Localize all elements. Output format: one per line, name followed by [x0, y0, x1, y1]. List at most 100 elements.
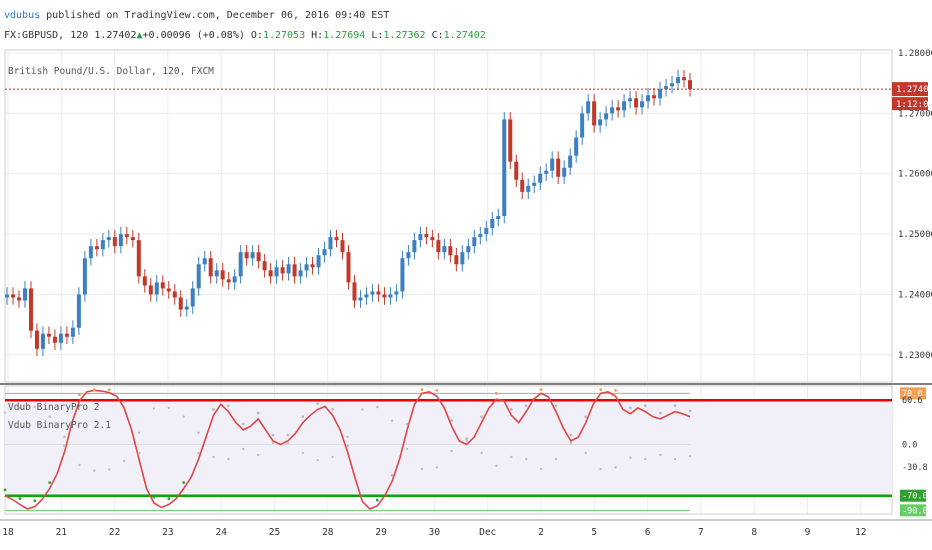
osc-pane-subtitle: Vdub BinaryPro 2.1 — [8, 420, 111, 431]
last-price-label: 1.27402 — [896, 85, 932, 95]
osc-dot — [584, 415, 588, 419]
y-tick-label: 1.28000 — [898, 49, 932, 59]
osc-dot — [599, 388, 603, 392]
candle-body — [238, 252, 243, 277]
osc-dot — [33, 499, 37, 503]
osc-dot — [122, 400, 126, 404]
candle-body — [358, 297, 363, 301]
osc-dot — [78, 393, 81, 397]
candle-body — [292, 264, 297, 277]
osc-dot — [360, 494, 364, 498]
y-tick-label: 1.24000 — [898, 290, 932, 300]
candle-body — [430, 237, 435, 241]
osc-dot — [495, 391, 498, 395]
candle-body — [514, 161, 519, 180]
osc-dot — [167, 497, 171, 501]
candle-body — [16, 297, 21, 301]
candle-body — [580, 113, 585, 138]
candle-body — [598, 119, 603, 126]
candle-body — [352, 282, 357, 301]
osc-dot-gray — [614, 466, 617, 469]
candle-body — [208, 258, 213, 277]
candle-body — [262, 261, 267, 271]
candle-body — [244, 252, 249, 259]
osc-dot — [92, 388, 96, 392]
high-label: H: — [311, 30, 324, 41]
candle-body — [70, 327, 75, 337]
candle-body — [508, 119, 513, 162]
candle-body — [256, 252, 261, 262]
osc-dot — [375, 498, 379, 502]
osc-dot — [673, 404, 677, 408]
osc-dot-gray — [361, 408, 364, 411]
up-arrow-icon: ▲ — [136, 30, 143, 41]
osc-dot-gray — [584, 451, 587, 455]
countdown-tag — [892, 97, 928, 111]
osc-dot-gray — [688, 454, 692, 458]
osc-dot — [316, 402, 320, 405]
osc-dot — [271, 433, 275, 437]
candle-body — [388, 294, 393, 298]
low-value: 1.27362 — [383, 30, 426, 41]
x-tick-label: 28 — [322, 527, 334, 538]
osc-dot-gray — [405, 447, 409, 451]
osc-dot-gray — [659, 453, 662, 457]
osc-dot-gray — [450, 449, 453, 453]
candle-body — [586, 101, 591, 114]
osc-right-label: 60.6 — [902, 396, 922, 406]
candle-body — [82, 258, 87, 295]
osc-dot-gray — [420, 467, 424, 471]
oscillator — [3, 388, 892, 511]
x-tick-label: 30 — [429, 527, 441, 538]
candle-body — [652, 95, 657, 99]
candle-body — [190, 288, 195, 307]
open-label: O: — [250, 30, 263, 41]
osc-dot-gray — [182, 415, 185, 418]
header-line-1: vdubus published on TradingView.com, Dec… — [4, 10, 389, 21]
osc-right-tag — [900, 387, 926, 400]
candle-body — [334, 237, 339, 241]
candle-body — [622, 101, 627, 111]
header-line-2: FX:GBPUSD, 120 1.27402▲+0.00096 (+0.08%)… — [4, 30, 486, 41]
candle-body — [592, 101, 597, 126]
osc-dot-gray — [599, 467, 602, 471]
candle-body — [466, 246, 471, 253]
x-tick-label: 12 — [855, 527, 866, 538]
candle-body — [94, 246, 99, 250]
y-tick-label: 1.27000 — [898, 109, 932, 119]
candle-body — [196, 264, 201, 289]
close-label: C: — [431, 30, 444, 41]
osc-dot — [480, 415, 483, 419]
y-tick-label: 1.25000 — [898, 230, 932, 240]
candle-body — [64, 333, 69, 337]
candle-body — [46, 333, 51, 337]
candle-body — [490, 219, 495, 229]
x-tick-label: Dec — [479, 527, 496, 538]
osc-dot — [346, 444, 349, 448]
candle-body — [166, 288, 171, 292]
osc-dot-gray — [48, 415, 51, 418]
osc-dot — [182, 481, 186, 484]
candle-body — [106, 237, 111, 241]
osc-dot-gray — [301, 451, 305, 455]
osc-dot — [688, 409, 692, 413]
candle-body — [616, 107, 621, 111]
author-link[interactable]: vdubus — [4, 10, 41, 21]
osc-dot — [241, 422, 245, 426]
candle-body — [454, 255, 459, 265]
x-tick-label: 29 — [375, 527, 387, 538]
candle-body — [670, 83, 675, 87]
osc-right-tag — [900, 489, 926, 502]
osc-dot-gray — [33, 405, 36, 408]
candle-body — [286, 264, 291, 274]
osc-pane-title: Vdub BinaryPro 2 — [8, 402, 100, 413]
candle-body — [40, 333, 45, 349]
candle-body — [316, 255, 321, 268]
candle-body — [562, 167, 567, 177]
osc-dot-gray — [510, 455, 513, 459]
published-text: published on TradingView.com, December 0… — [46, 10, 390, 21]
low-label: L: — [371, 30, 384, 41]
candle-body — [520, 179, 525, 192]
candle-body — [148, 285, 153, 295]
